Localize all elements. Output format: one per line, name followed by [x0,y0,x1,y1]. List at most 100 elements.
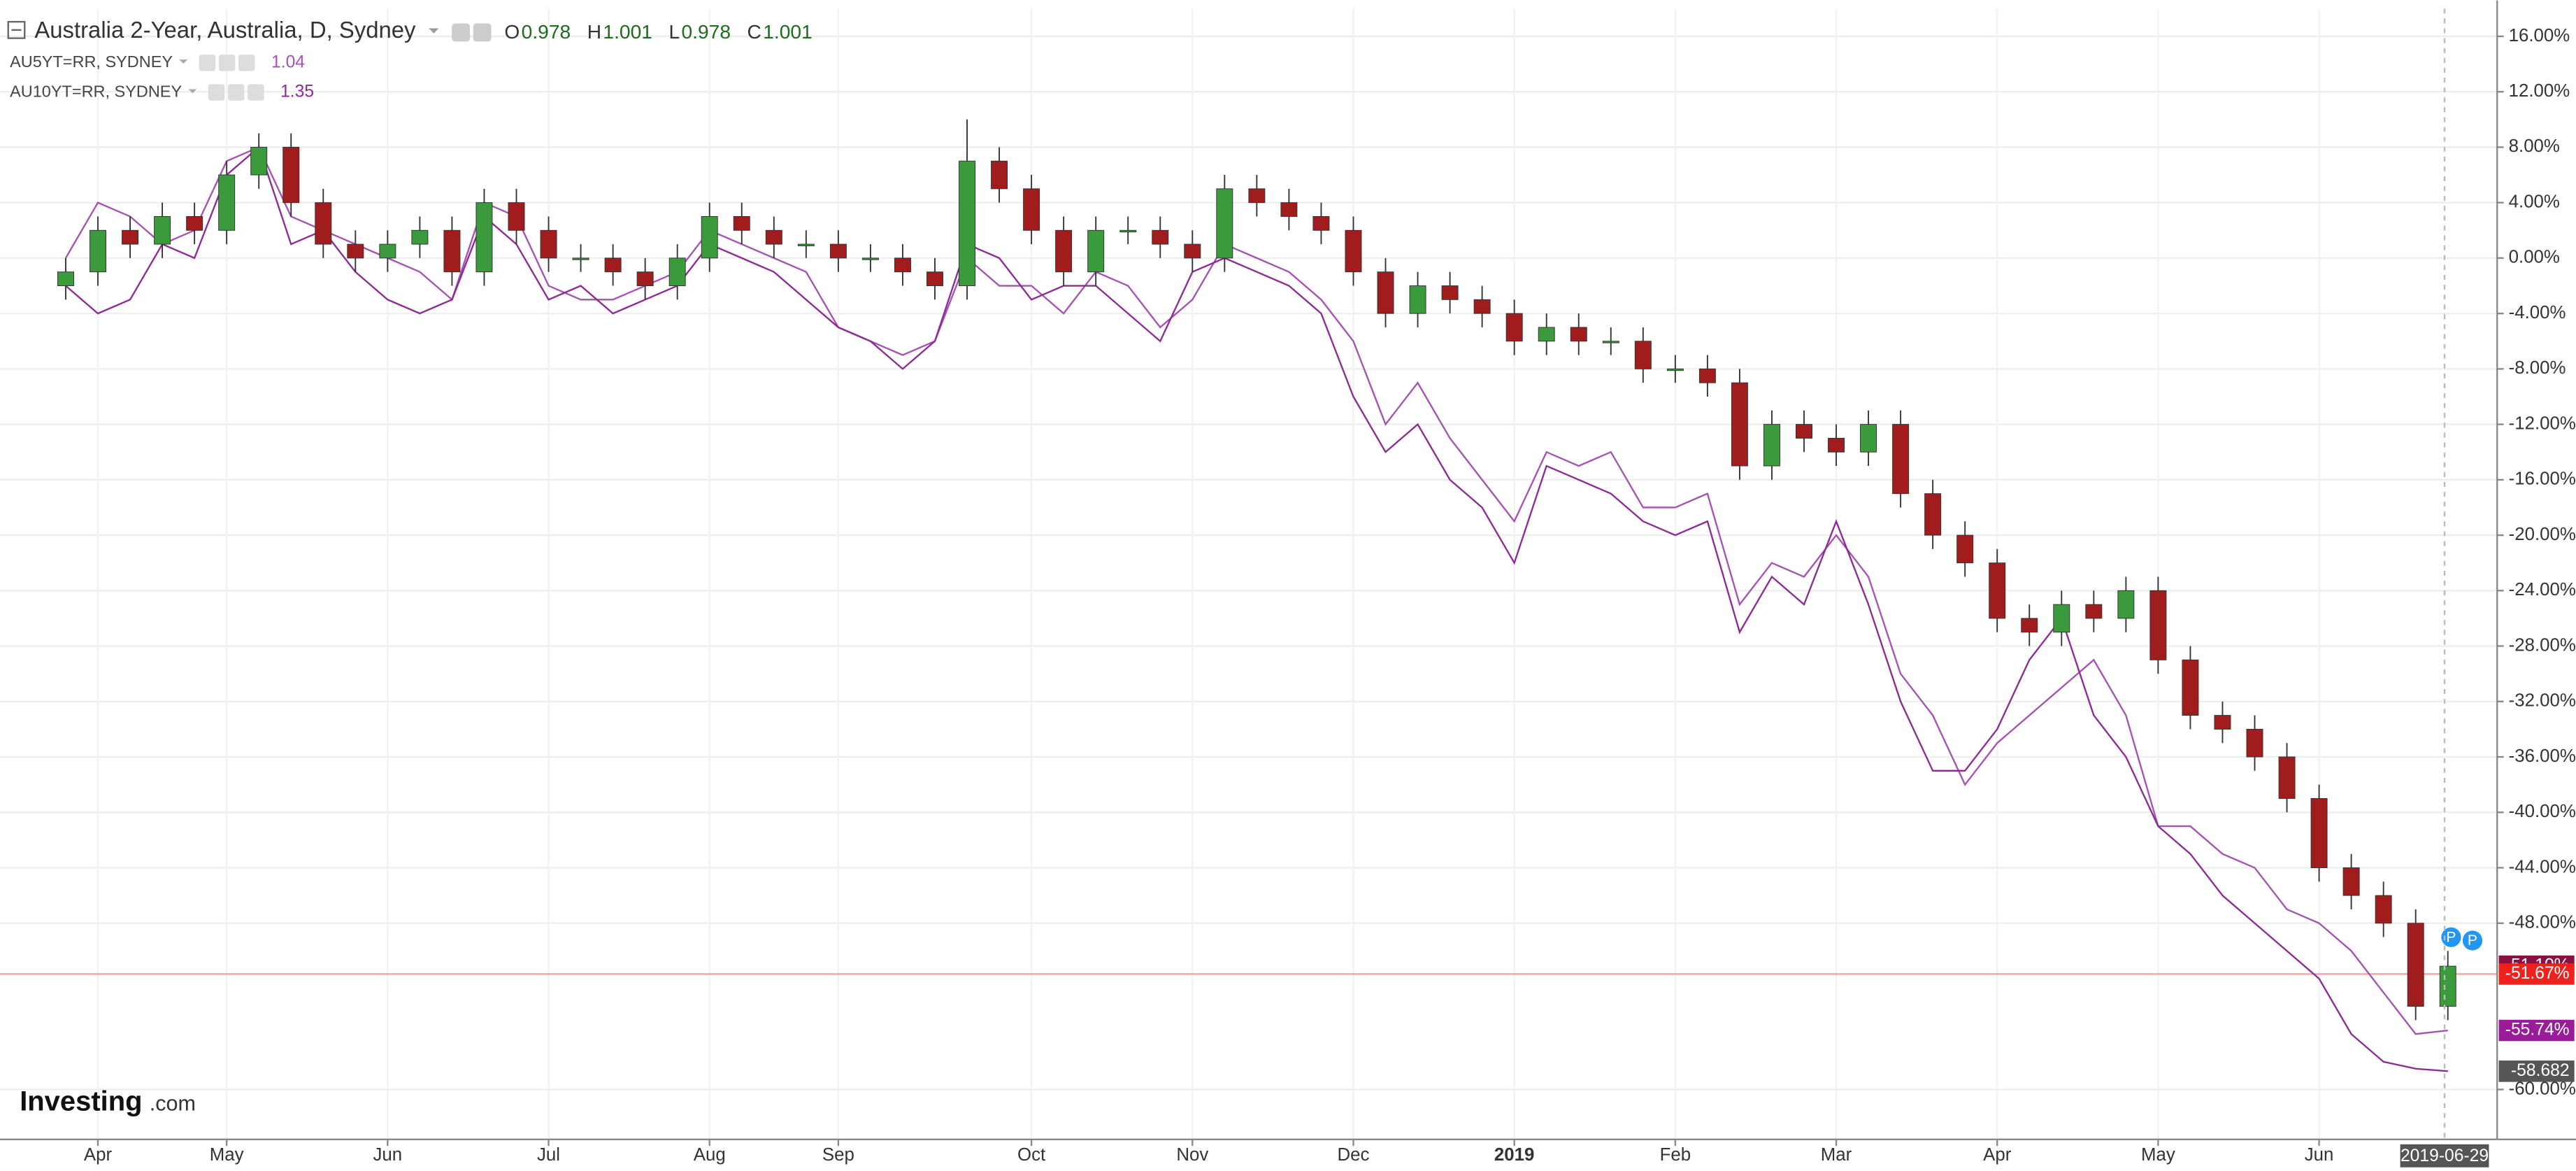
collapse-button[interactable] [7,20,26,39]
y-tick-label: 16.00% [2509,26,2570,45]
y-tick-label: -4.00% [2509,303,2566,322]
candle-body [2342,867,2360,896]
line-series [64,146,2448,1035]
candle-body [1119,229,1137,233]
candle-body [1023,188,1040,231]
candle-body [959,160,976,286]
candle-body [1763,424,1780,467]
main-title: Australia 2-Year, Australia, D, Sydney [34,17,416,43]
x-tick-label: Nov [1176,1145,1208,1165]
candle-body [1828,437,1845,453]
x-tick-label: May [210,1145,244,1165]
settings-icon[interactable] [452,23,471,42]
dropdown-arrow[interactable] [188,89,197,94]
series-icon[interactable] [208,84,225,101]
candle-body [443,229,461,273]
candle-body [1602,341,1619,343]
legend: Australia 2-Year, Australia, D, Sydney O… [7,17,813,101]
x-tick-label: Apr [1983,1145,2012,1165]
series-icon[interactable] [248,84,264,101]
series-last-value: 1.04 [271,52,305,71]
series-icon[interactable] [199,55,216,71]
y-tick-label: 8.00% [2509,136,2560,156]
ohlc-value: 1.001 [763,20,813,43]
series-name: AU10YT=RR, SYDNEY [10,82,182,100]
line-series [65,146,2448,1072]
dropdown-arrow[interactable] [429,28,439,34]
candle-body [2085,604,2103,619]
x-tick-label: Mar [1821,1145,1852,1165]
price-label-bg [2498,963,2575,985]
candle-body [1409,285,1426,314]
candle-body [1184,243,1201,259]
x-tick-label: Oct [1017,1145,1045,1165]
axes: 16.00% 12.00% 8.00% 4.00% 0.00% -4.00% -8.00% -… [84,8,2576,1168]
candle-body [2439,965,2456,1007]
candle-body [1087,229,1105,273]
candle-body [1634,341,1652,369]
y-tick-label: -24.00% [2509,580,2576,599]
x-tick-label: Jun [2305,1145,2334,1165]
y-tick-label: -16.00% [2509,469,2576,489]
price-label: -58.682 [2511,1061,2570,1080]
candle-body [411,229,429,245]
settings-icon[interactable] [473,23,492,42]
candle-body [861,257,879,260]
candle-body [2214,715,2231,730]
candle-body [90,229,106,273]
price-label-bg [2498,1060,2575,1082]
candle-body [1280,202,1298,217]
series-icon[interactable] [227,84,245,101]
candle-body [2182,659,2199,716]
price-label-bg [2498,1019,2575,1042]
candle-body [894,257,911,273]
ohlc-value: 0.978 [682,20,731,43]
crosshair-date: 2019-06-29 [2400,1147,2489,1165]
candle-body [1312,216,1330,231]
candle-body [1055,229,1073,273]
candle-body [1570,327,1587,342]
event-marker[interactable] [2441,927,2461,947]
y-tick-label: -8.00% [2509,358,2566,378]
series-icon[interactable] [238,55,255,71]
ohlc-values: O 0.978 H 1.001 L 0.978 C 1.001 [429,20,813,43]
candle-body [1989,562,2006,619]
candle-body [1956,534,1974,564]
y-tick-label: 12.00% [2509,81,2570,101]
candle-body [122,229,139,245]
candle-body [1731,382,1748,467]
x-tick-label: Feb [1660,1145,1691,1165]
y-tick-label: -48.00% [2509,913,2576,932]
y-tick-label: -20.00% [2509,525,2576,544]
ohlc-key: O [504,20,520,43]
candle-body [2117,590,2135,619]
series-icon[interactable] [218,55,236,71]
candle-body [1538,327,1555,342]
candle-body [282,146,300,204]
series-legend: AU5YT=RR, SYDNEY 1.04 AU10YT=RR, SYDNEY 1.3… [10,52,314,101]
grid [0,8,2498,1140]
candle-body [57,271,74,286]
y-tick-label: -40.00% [2509,802,2576,821]
candle-body [991,160,1008,190]
logo-brand: Investing [20,1086,142,1117]
candle-body [2407,923,2424,1007]
dropdown-arrow[interactable] [179,59,188,64]
logo: Investing .com [20,1086,196,1117]
y-tick-label: 0.00% [2509,248,2560,267]
y-tick-label: -12.00% [2509,413,2576,433]
series-last-value: 1.35 [280,83,314,101]
ohlc-key: H [587,20,601,43]
candle-body [668,257,686,286]
x-tick-label: 2019 [1494,1145,1534,1165]
candle-body [186,216,203,231]
ohlc-value: 0.978 [522,20,571,43]
candle-body [1473,299,1491,314]
event-marker[interactable] [2462,930,2483,951]
candle-body [829,243,847,259]
y-tick-label: 4.00% [2509,192,2560,211]
y-tick-label: -60.00% [2509,1079,2576,1098]
candle-body [218,174,236,231]
y-tick-label: -36.00% [2509,746,2576,766]
